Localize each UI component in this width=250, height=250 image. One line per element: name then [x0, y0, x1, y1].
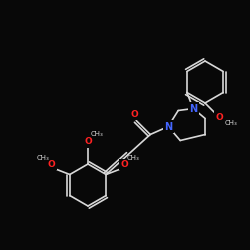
Text: CH₃: CH₃ [36, 156, 49, 162]
Text: O: O [130, 110, 138, 119]
Text: O: O [215, 112, 223, 122]
Text: O: O [120, 160, 128, 169]
Text: O: O [48, 160, 56, 169]
Text: N: N [189, 104, 197, 114]
Text: N: N [164, 122, 172, 132]
Text: CH₃: CH₃ [127, 156, 140, 162]
Text: O: O [84, 138, 92, 146]
Text: CH₃: CH₃ [224, 120, 237, 126]
Text: CH₃: CH₃ [90, 131, 104, 137]
